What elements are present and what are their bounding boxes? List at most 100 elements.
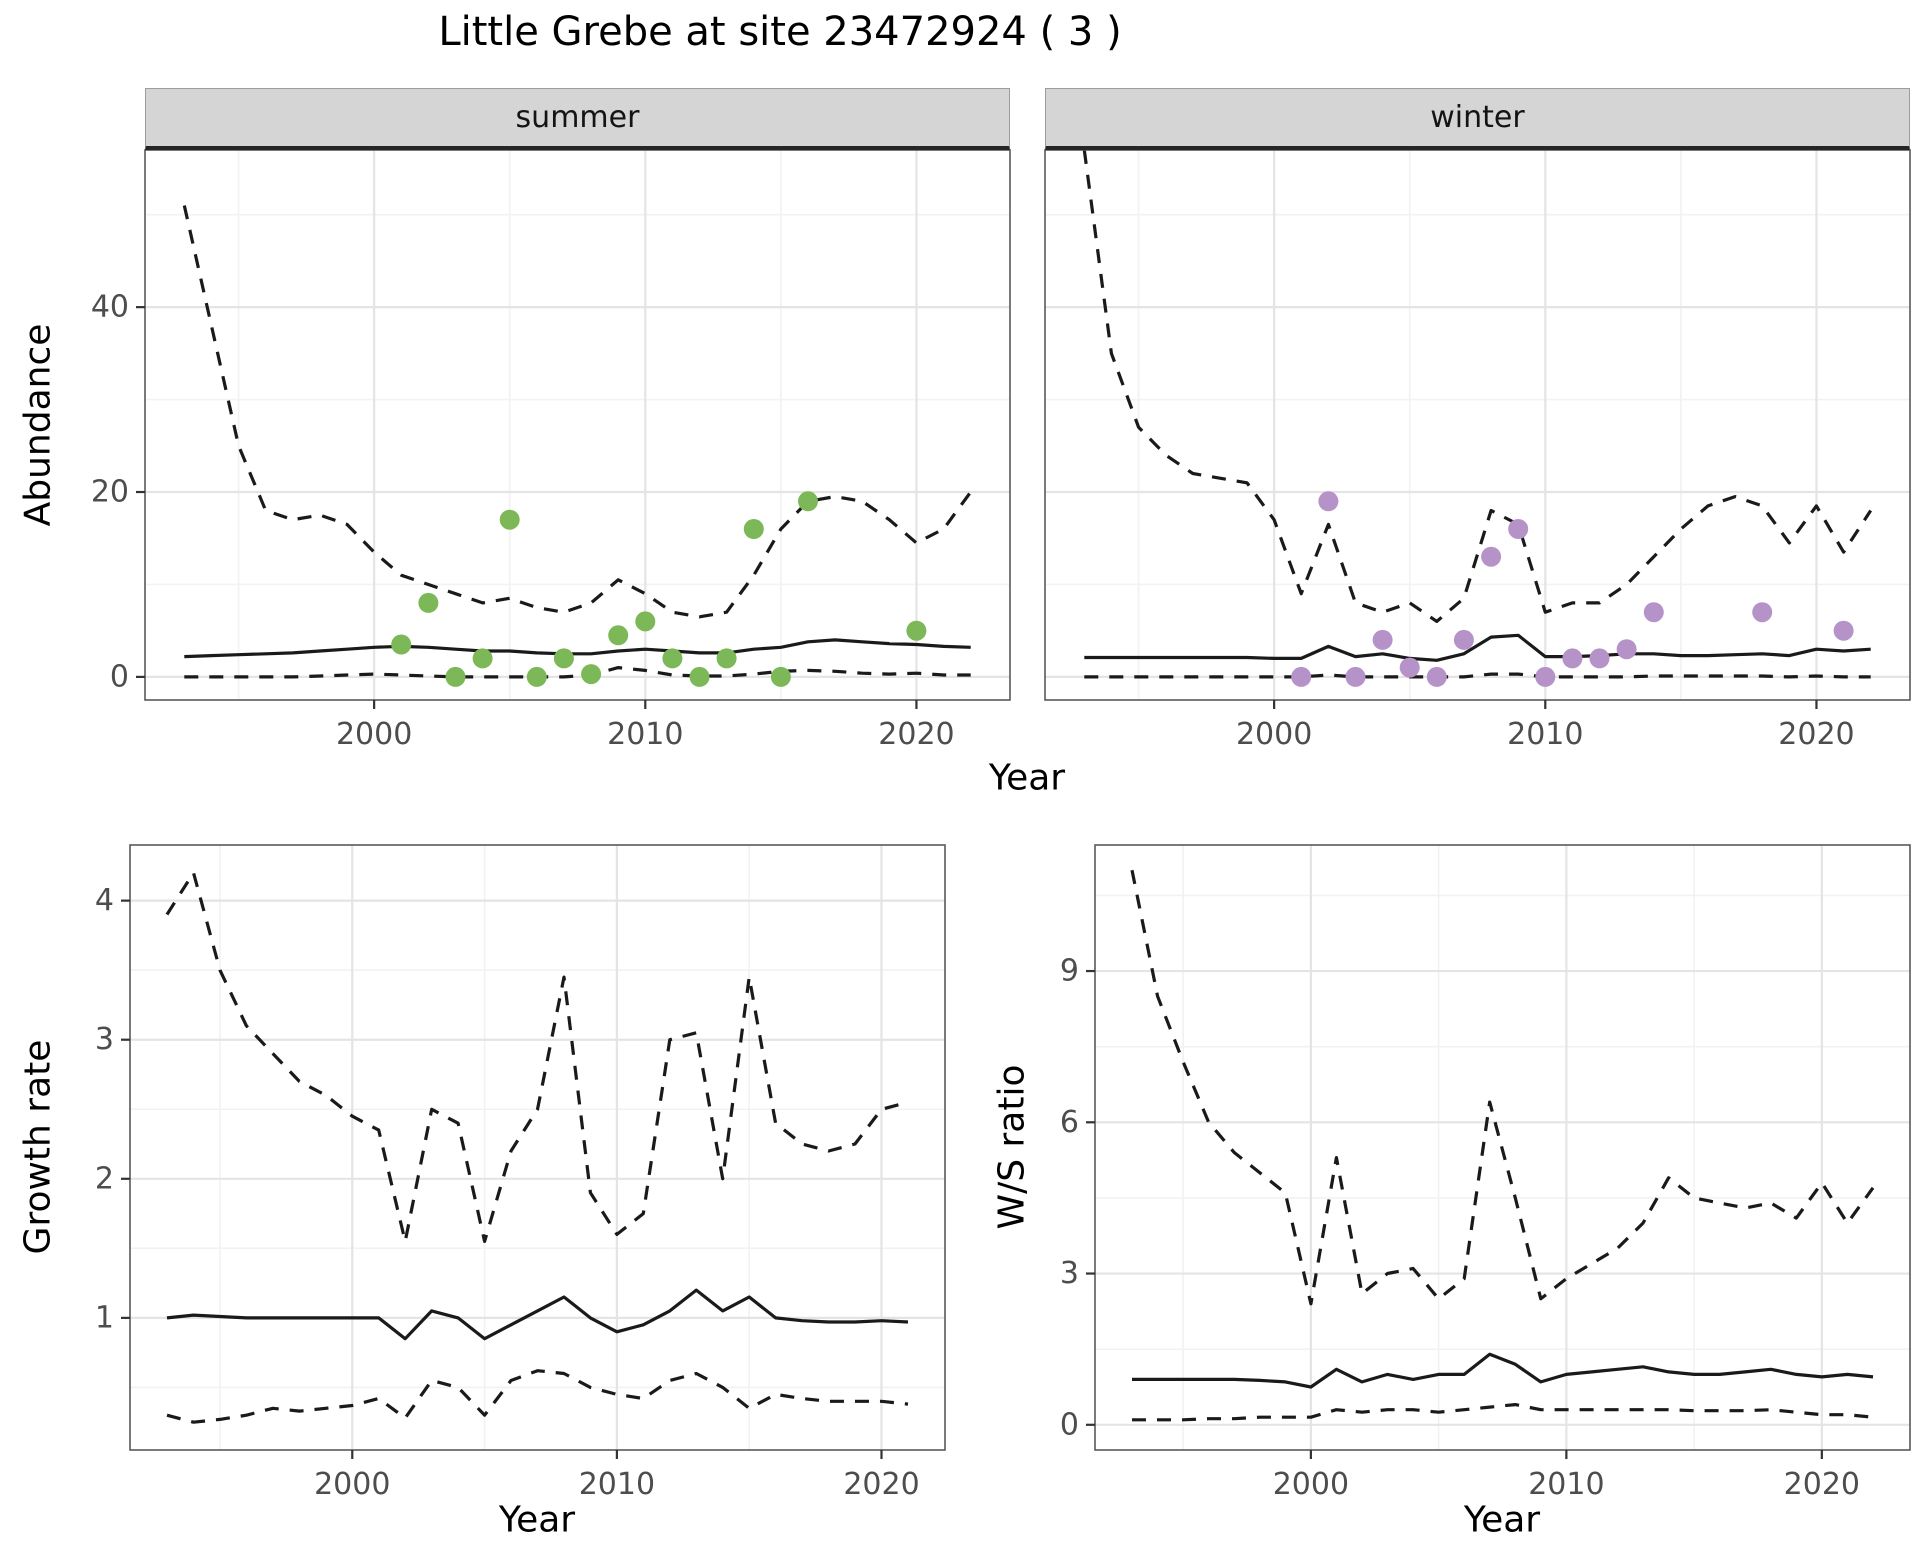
facet-strip-summer-label: summer — [515, 100, 640, 135]
y-tick-label: 9 — [1060, 954, 1079, 989]
axis-ticks-growth: 2000 2010 2020 1 2 3 4 — [95, 883, 920, 1502]
data-point — [553, 648, 574, 669]
data-point — [743, 519, 764, 539]
series-median-winter — [1084, 633, 1871, 662]
series-median-growth — [166, 1288, 909, 1341]
gridlines-major — [1045, 150, 1910, 700]
x-tick-label: 2000 — [314, 1467, 390, 1502]
panel-border — [1044, 149, 1911, 701]
data-point — [1481, 546, 1502, 567]
y-tick-label: 20 — [91, 475, 129, 510]
data-point — [608, 625, 629, 646]
series-lower_ci-summer — [184, 666, 971, 679]
x-axis-title-year-top: Year — [988, 757, 1066, 799]
y-tick-label: 0 — [1060, 1407, 1079, 1442]
y-tick-label: 4 — [95, 883, 114, 918]
panel-border — [1094, 844, 1911, 1451]
panel-border — [144, 149, 1011, 701]
data-point — [1535, 666, 1556, 687]
x-tick-label: 2010 — [1507, 717, 1583, 752]
data-point — [1833, 620, 1854, 641]
panel-winter: 2000 2010 2020 — [1044, 149, 1911, 752]
axis-ticks-winter: 2000 2010 2020 — [1236, 700, 1855, 752]
panel-background — [1045, 150, 1910, 700]
data-point — [391, 634, 412, 655]
data-point — [906, 620, 927, 641]
y-tick-label: 40 — [91, 290, 129, 325]
y-axis-title-ws-ratio: W/S ratio — [991, 1064, 1033, 1230]
x-tick-label: 2000 — [1236, 717, 1312, 752]
panel-summer: 2000 2010 2020 0 20 40 — [91, 149, 1011, 752]
data-point — [1589, 648, 1610, 669]
series-upper_ci-ws — [1130, 869, 1875, 1306]
data-point — [1372, 629, 1393, 650]
panel-ws: 2000 2010 2020 0 3 6 9 — [1060, 844, 1911, 1502]
data-point — [1318, 491, 1339, 512]
data-point — [581, 664, 602, 685]
x-tick-label: 2010 — [1528, 1467, 1604, 1502]
plot-title: Little Grebe at site 23472924 ( 3 ) — [438, 9, 1122, 55]
data-point — [1291, 666, 1312, 687]
data-point — [1508, 519, 1529, 539]
series-lower_ci-growth — [166, 1369, 909, 1424]
data-point — [689, 666, 710, 687]
data-point — [445, 666, 466, 687]
x-axis-title-year-ws: Year — [1463, 1499, 1541, 1541]
data-point — [526, 666, 547, 687]
data-point — [770, 666, 791, 687]
data-point — [635, 611, 656, 632]
panel-border — [129, 844, 946, 1451]
observation-points-summer — [391, 491, 927, 687]
x-tick-label: 2000 — [336, 717, 412, 752]
x-tick-label: 2010 — [579, 1467, 655, 1502]
facet-strip-winter-label: winter — [1430, 100, 1525, 135]
y-tick-label: 3 — [95, 1022, 114, 1057]
y-axis-title-growth-rate: Growth rate — [17, 1039, 59, 1255]
facet-strip-summer: summer — [145, 88, 1010, 150]
series-median-ws — [1132, 1352, 1874, 1389]
series-median-summer — [184, 638, 971, 659]
observation-points-winter — [1291, 491, 1854, 687]
gridlines-major — [1095, 845, 1910, 1450]
data-point — [499, 509, 520, 530]
panel-background — [130, 845, 945, 1450]
gridlines-minor — [145, 150, 1010, 700]
x-tick-label: 2020 — [1778, 717, 1854, 752]
panel-background — [145, 150, 1010, 700]
series-upper_ci-winter — [1082, 150, 1873, 623]
x-axis-title-year-growth: Year — [498, 1499, 576, 1541]
x-tick-label: 2020 — [878, 717, 954, 752]
series-upper_ci-summer — [182, 205, 972, 619]
x-tick-label: 2020 — [843, 1467, 919, 1502]
y-tick-label: 2 — [95, 1161, 114, 1196]
data-point — [1616, 639, 1637, 660]
data-point — [1345, 666, 1366, 687]
axis-ticks-ws: 2000 2010 2020 0 3 6 9 — [1060, 954, 1860, 1502]
data-point — [798, 491, 818, 512]
x-tick-label: 2020 — [1784, 1467, 1860, 1502]
gridlines-minor — [1095, 845, 1910, 1450]
y-tick-label: 0 — [110, 659, 129, 694]
y-tick-label: 6 — [1060, 1105, 1079, 1140]
series-upper_ci-growth — [165, 871, 909, 1243]
data-point — [1643, 602, 1664, 623]
data-point — [472, 648, 493, 669]
y-tick-label: 3 — [1060, 1256, 1079, 1291]
x-tick-label: 2010 — [607, 717, 683, 752]
data-point — [716, 648, 737, 669]
data-point — [1399, 657, 1420, 678]
gridlines-minor — [1045, 150, 1910, 700]
data-point — [418, 592, 439, 613]
y-axis-title-abundance: Abundance — [17, 323, 59, 527]
axis-ticks-summer: 2000 2010 2020 0 20 40 — [91, 290, 955, 752]
data-point — [662, 648, 683, 669]
data-point — [1426, 666, 1447, 687]
data-point — [1562, 648, 1583, 669]
series-lower_ci-winter — [1084, 672, 1871, 679]
facet-strip-winter: winter — [1045, 88, 1910, 150]
gridlines-minor — [130, 845, 945, 1450]
y-tick-label: 1 — [95, 1300, 114, 1335]
data-point — [1453, 629, 1474, 650]
